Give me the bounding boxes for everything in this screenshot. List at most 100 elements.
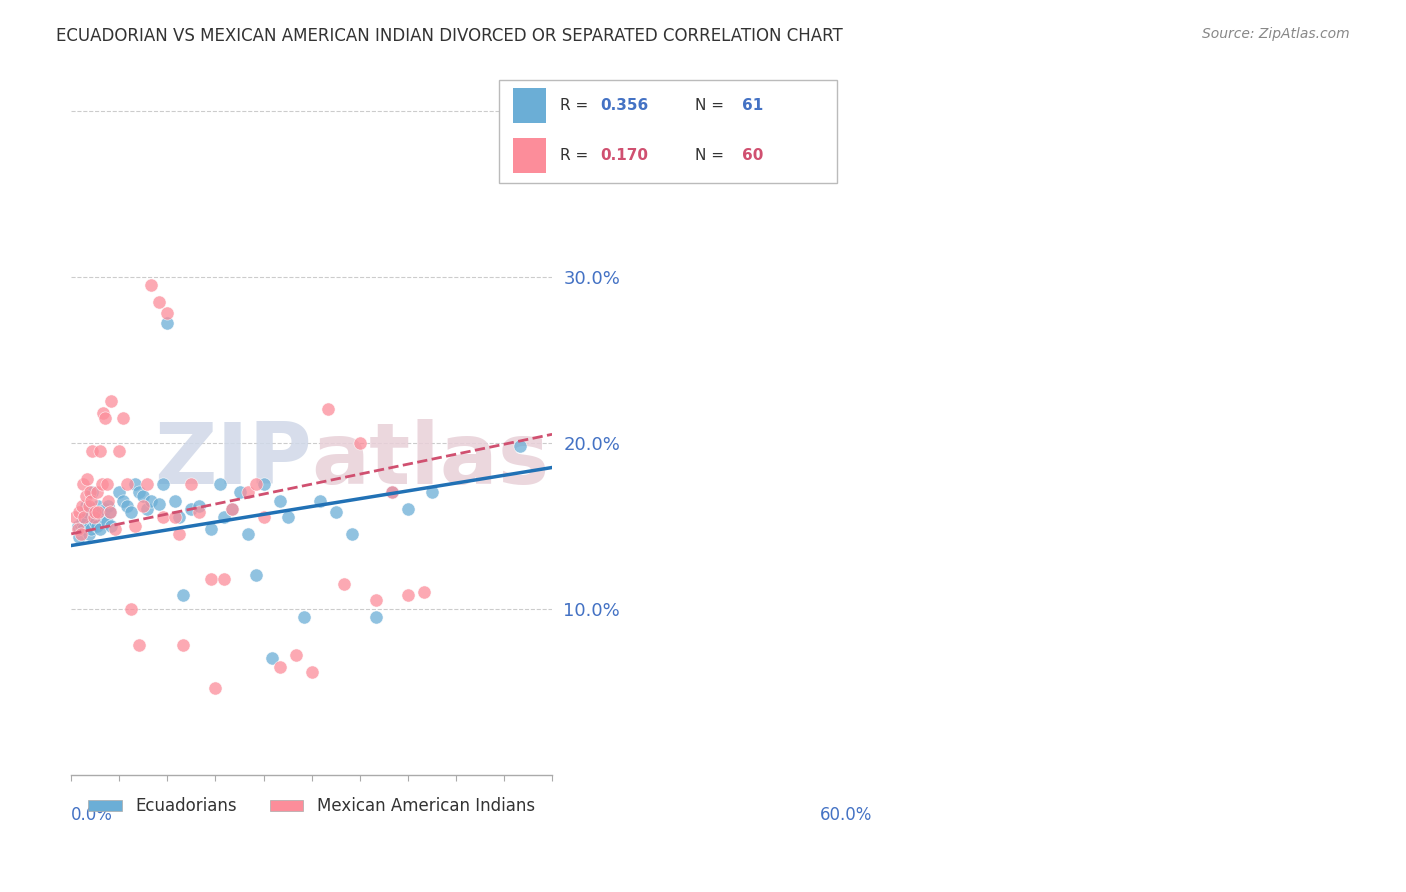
Point <box>180 502 202 516</box>
Point <box>396 588 419 602</box>
Point <box>212 572 235 586</box>
Point <box>260 651 283 665</box>
Point <box>65 510 87 524</box>
Point <box>73 510 96 524</box>
Point <box>228 485 250 500</box>
Point <box>112 410 135 425</box>
Point <box>120 601 142 615</box>
Point <box>124 477 146 491</box>
Text: 0.170: 0.170 <box>600 148 648 162</box>
Point <box>236 485 259 500</box>
Text: atlas: atlas <box>312 419 550 502</box>
Point <box>87 505 110 519</box>
Point <box>76 505 98 519</box>
Point <box>152 510 174 524</box>
Text: ECUADORIAN VS MEXICAN AMERICAN INDIAN DIVORCED OR SEPARATED CORRELATION CHART: ECUADORIAN VS MEXICAN AMERICAN INDIAN DI… <box>56 27 844 45</box>
Point <box>83 510 105 524</box>
Point <box>87 499 110 513</box>
Point <box>284 648 307 662</box>
Point <box>77 527 100 541</box>
Point <box>75 499 97 513</box>
Point <box>80 522 103 536</box>
Point <box>80 443 103 458</box>
Point <box>104 522 127 536</box>
Point <box>96 516 118 530</box>
Point <box>269 493 291 508</box>
Point <box>172 638 194 652</box>
Point <box>325 505 347 519</box>
Point <box>316 402 339 417</box>
Point <box>396 502 419 516</box>
Point <box>204 681 226 696</box>
Point <box>236 527 259 541</box>
Point <box>509 439 531 453</box>
Point <box>98 505 121 519</box>
Point <box>292 610 315 624</box>
Point <box>89 443 111 458</box>
Point <box>90 505 112 519</box>
Point <box>165 493 187 508</box>
Point <box>94 502 117 516</box>
Point <box>108 485 131 500</box>
Point <box>66 518 89 533</box>
Point <box>76 472 98 486</box>
Point <box>412 585 434 599</box>
Point <box>221 502 243 516</box>
Point <box>86 518 108 533</box>
Point <box>72 499 94 513</box>
Point <box>66 522 89 536</box>
Point <box>381 485 404 500</box>
Point <box>200 572 222 586</box>
Point <box>124 518 146 533</box>
Text: ZIP: ZIP <box>153 419 312 502</box>
Point <box>67 505 90 519</box>
Point <box>141 493 163 508</box>
Point <box>245 477 267 491</box>
Point <box>364 610 387 624</box>
Point <box>89 522 111 536</box>
Point <box>148 294 170 309</box>
Point <box>120 505 142 519</box>
Point <box>80 493 103 508</box>
Point <box>245 568 267 582</box>
Text: R =: R = <box>560 148 593 162</box>
Point <box>156 316 179 330</box>
Point <box>91 406 114 420</box>
Point <box>77 499 100 513</box>
Point <box>152 477 174 491</box>
Point <box>117 477 139 491</box>
Point <box>136 502 159 516</box>
Text: 61: 61 <box>742 98 763 113</box>
Point <box>83 510 105 524</box>
Text: 0.0%: 0.0% <box>72 806 112 824</box>
Point <box>84 505 107 519</box>
Point <box>277 510 299 524</box>
Point <box>79 485 101 500</box>
Point <box>97 493 120 508</box>
Point <box>156 306 179 320</box>
Point <box>269 659 291 673</box>
Point <box>70 518 93 533</box>
FancyBboxPatch shape <box>513 88 547 123</box>
Text: N =: N = <box>695 98 728 113</box>
Point <box>132 499 155 513</box>
Point <box>90 477 112 491</box>
Point <box>67 530 90 544</box>
Point <box>188 499 211 513</box>
Point <box>148 497 170 511</box>
Point <box>72 477 94 491</box>
Point <box>364 593 387 607</box>
Point <box>332 576 354 591</box>
Point <box>420 485 443 500</box>
Point <box>98 505 121 519</box>
Point <box>169 510 191 524</box>
Point <box>91 510 114 524</box>
Point <box>252 510 274 524</box>
Point <box>141 277 163 292</box>
Point <box>117 499 139 513</box>
Text: N =: N = <box>695 148 728 162</box>
Point <box>86 485 108 500</box>
FancyBboxPatch shape <box>499 80 837 183</box>
Point <box>73 510 96 524</box>
Text: 60.0%: 60.0% <box>820 806 873 824</box>
